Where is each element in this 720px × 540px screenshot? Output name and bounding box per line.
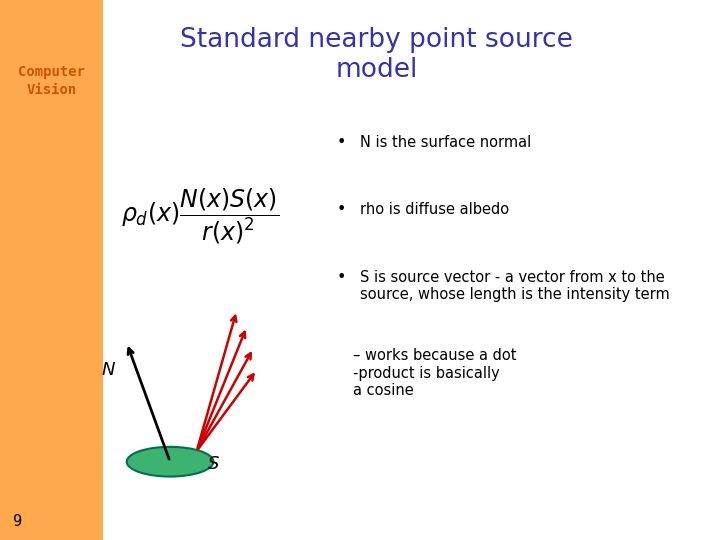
Text: Standard nearby point source
model: Standard nearby point source model (181, 27, 573, 83)
Text: $\rho_d(x)\dfrac{N(x)S(x)}{r(x)^2}$: $\rho_d(x)\dfrac{N(x)S(x)}{r(x)^2}$ (121, 186, 279, 246)
Text: S: S (208, 455, 219, 474)
Text: •: • (337, 270, 346, 285)
Text: •: • (337, 202, 346, 218)
Text: rho is diffuse albedo: rho is diffuse albedo (360, 202, 509, 218)
Text: S is source vector - a vector from x to the source, whose length is the intensit: S is source vector - a vector from x to … (360, 270, 670, 302)
Text: N: N (102, 361, 115, 379)
FancyBboxPatch shape (0, 0, 104, 540)
Text: 9: 9 (14, 514, 22, 529)
Text: N is the surface normal: N is the surface normal (360, 135, 531, 150)
Ellipse shape (127, 447, 213, 477)
Text: •: • (337, 135, 346, 150)
Text: – works because a dot
-product is basically
a cosine: – works because a dot -product is basica… (354, 348, 517, 398)
Text: Computer
Vision: Computer Vision (18, 65, 85, 97)
